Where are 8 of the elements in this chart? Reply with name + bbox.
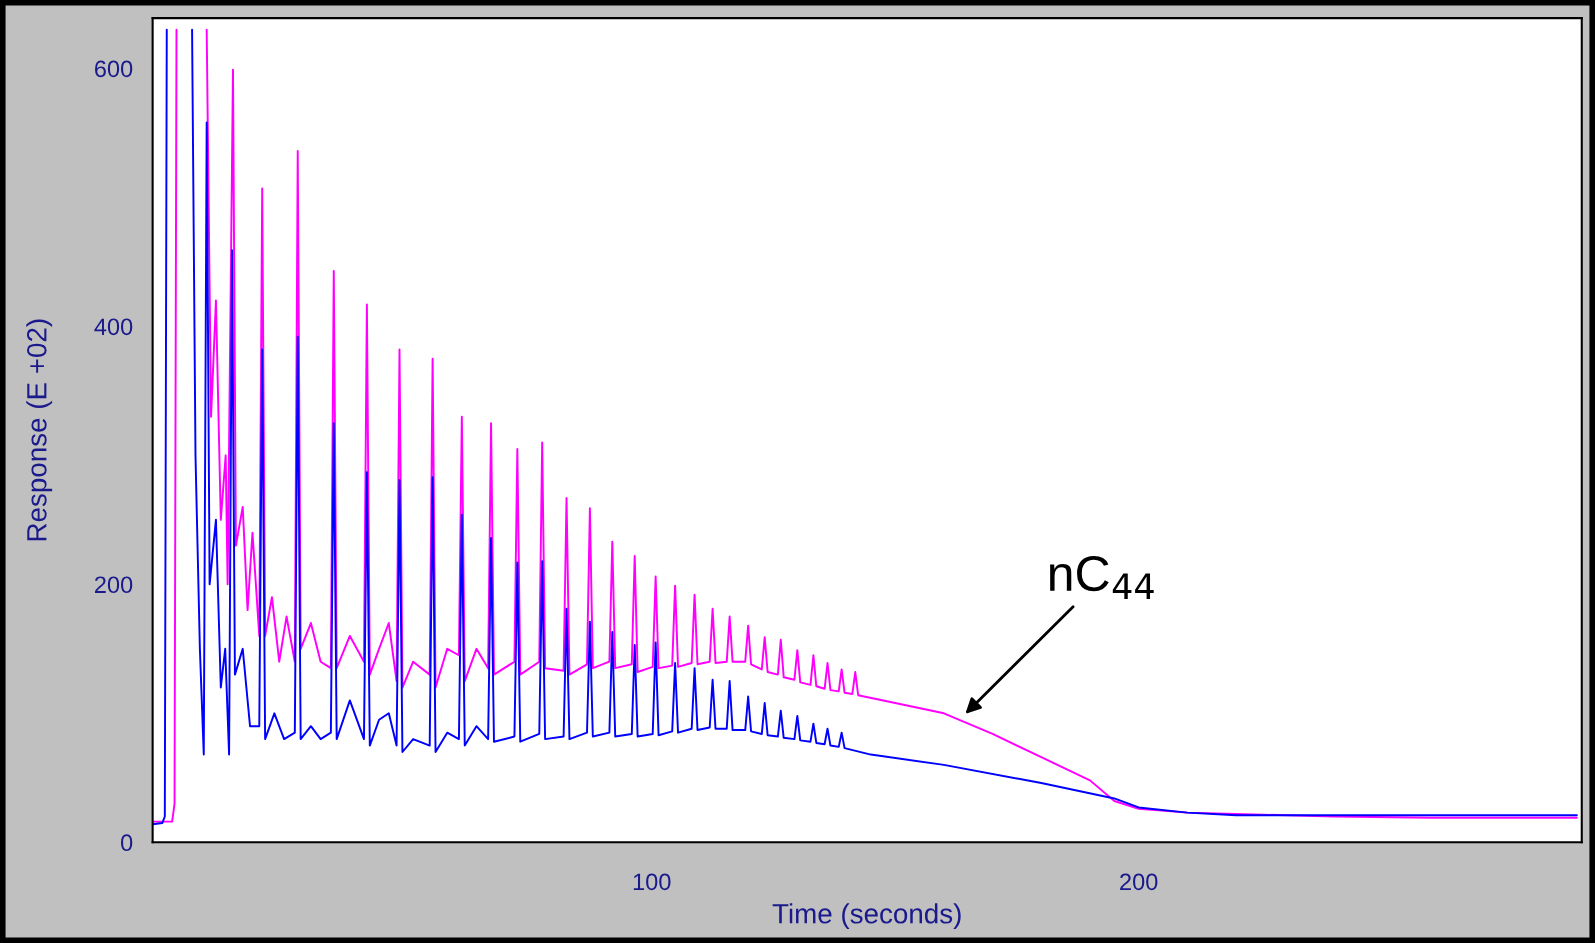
annotation: nC$_{44}$ — [1050, 555, 1154, 599]
y-tick-label: 0 — [120, 834, 133, 852]
y-tick-label: 200 — [95, 576, 133, 594]
x-axis-title: Time (seconds) — [772, 903, 961, 930]
y-tick-label: 600 — [95, 60, 133, 78]
y-axis-title: Response (E +02) — [26, 319, 53, 541]
x-tick-label: 100 — [633, 873, 671, 891]
y-tick-label: 400 — [94, 318, 133, 336]
